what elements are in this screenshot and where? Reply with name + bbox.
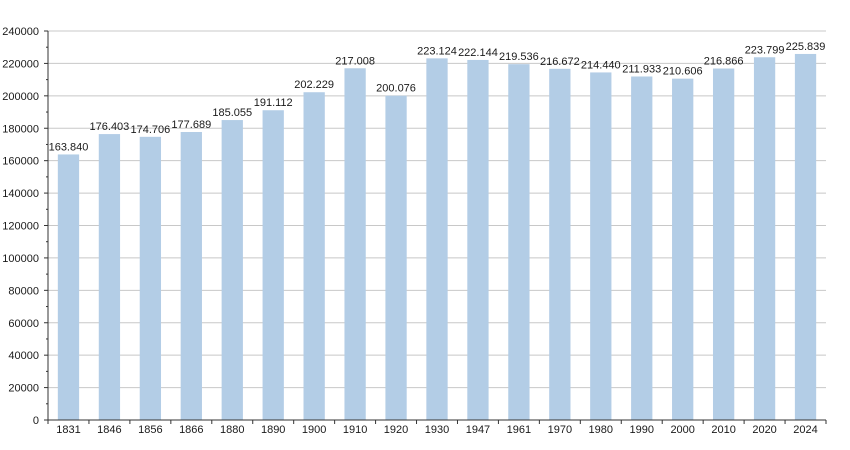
bar (508, 64, 530, 420)
data-label: 191.112 (254, 97, 293, 109)
x-tick-label: 1961 (507, 424, 531, 436)
data-label: 185.055 (212, 107, 252, 119)
bar (262, 110, 284, 420)
axes: 0 20000 40000 60000 80000 100000 120000 140000 1… (2, 26, 827, 436)
bar (794, 53, 817, 420)
data-label: 163.840 (49, 141, 89, 153)
bar (426, 58, 448, 421)
data-label: 219.536 (499, 51, 539, 63)
bar (672, 78, 694, 421)
data-label: 217.008 (335, 55, 375, 67)
bar (753, 57, 776, 420)
x-tick-label: 2024 (793, 424, 817, 436)
x-tick-label: 1856 (138, 424, 162, 436)
bar (590, 72, 612, 420)
x-tick-label: 1970 (548, 424, 572, 436)
data-label: 174.706 (130, 124, 170, 136)
data-label: 202.229 (294, 79, 334, 91)
x-tick-label: 1930 (425, 424, 449, 436)
data-label: 225.839 (786, 41, 826, 53)
x-tick-label: 1900 (302, 424, 326, 436)
bar (385, 95, 407, 421)
bar (344, 68, 366, 420)
y-tick-label: 160000 (2, 156, 39, 168)
data-label: 214.440 (581, 59, 621, 71)
x-tick-label: 1890 (261, 424, 285, 436)
x-tick-label: 1846 (97, 424, 121, 436)
y-tick-label: 80000 (8, 285, 39, 297)
bar (467, 59, 489, 421)
data-label: 176.403 (90, 121, 130, 133)
y-tick-label: 200000 (2, 91, 39, 103)
data-label: 210.606 (663, 66, 703, 78)
data-label: 216.866 (704, 55, 744, 67)
data-label: 223.799 (745, 44, 785, 56)
y-tick-label: 240000 (2, 26, 39, 38)
data-label: 211.933 (622, 63, 661, 75)
x-tick-label: 1947 (466, 424, 490, 436)
y-tick-label: 180000 (2, 123, 39, 135)
bar (712, 68, 735, 420)
x-tick-label: 1880 (220, 424, 244, 436)
x-tick-label: 1866 (179, 424, 203, 436)
y-tick-label: 100000 (2, 253, 39, 265)
data-label: 216.672 (540, 56, 580, 68)
bar (303, 92, 325, 421)
x-tick-label: 2020 (752, 424, 776, 436)
x-tick-label: 1990 (629, 424, 653, 436)
bar (631, 76, 653, 420)
x-tick-label: 1831 (56, 424, 80, 436)
y-tick-label: 220000 (2, 58, 39, 70)
bar (98, 134, 121, 420)
data-label: 223.124 (417, 45, 457, 57)
y-tick-label: 140000 (2, 188, 39, 200)
x-tick-label: 1980 (589, 424, 613, 436)
bar (221, 120, 243, 420)
x-tick-label: 2010 (711, 424, 735, 436)
x-tick-label: 2000 (670, 424, 694, 436)
data-label: 222.144 (458, 47, 498, 59)
bar (180, 131, 202, 421)
x-tick-label: 1920 (384, 424, 408, 436)
bar (57, 154, 80, 420)
y-tick-label: 120000 (2, 221, 39, 233)
data-label: 200.076 (376, 83, 416, 95)
x-tick-label: 1910 (343, 424, 367, 436)
y-tick-label: 40000 (8, 350, 39, 362)
y-tick-label: 20000 (8, 383, 39, 395)
bar (549, 68, 571, 421)
y-tick-label: 60000 (8, 318, 39, 330)
data-label: 177.689 (171, 119, 211, 131)
y-tick-label: 0 (33, 415, 39, 427)
bars (57, 53, 817, 421)
bar (139, 136, 162, 420)
